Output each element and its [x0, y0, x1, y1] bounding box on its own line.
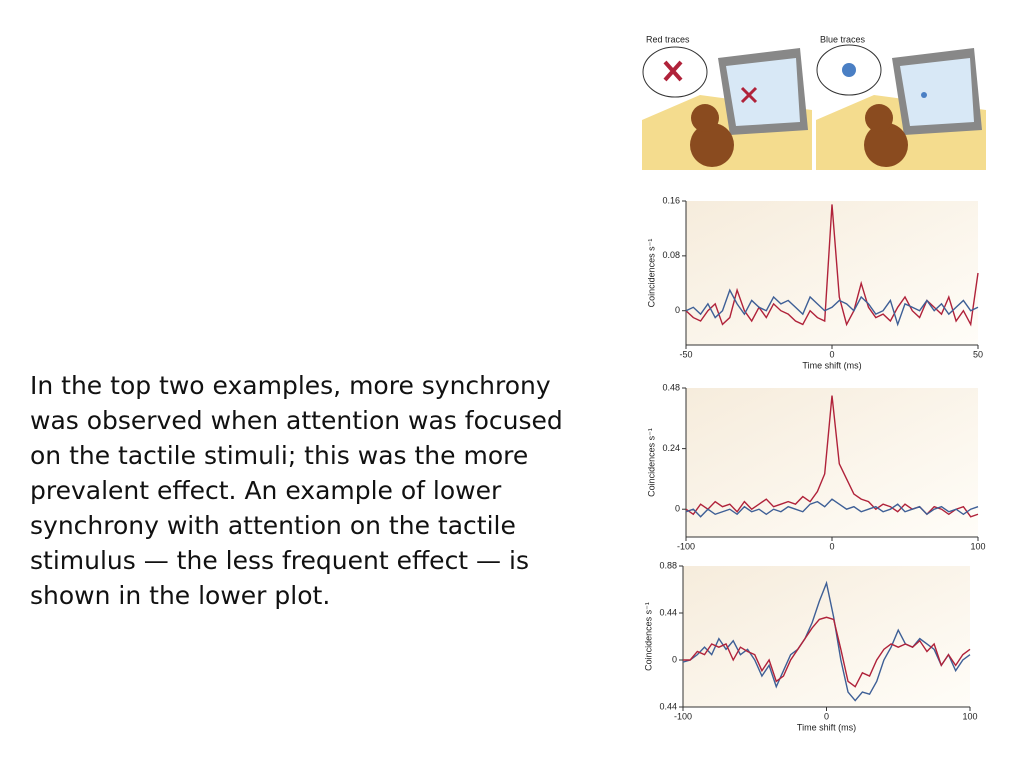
y-axis-label: Coincidences s⁻¹ [646, 428, 656, 497]
x-axis-label: Time shift (ms) [802, 360, 861, 370]
x-tick-label: 100 [962, 711, 977, 721]
series-line [685, 498, 979, 518]
x-tick-label: -50 [679, 349, 692, 359]
x-tick-label: 50 [973, 349, 983, 359]
plot-area [683, 566, 970, 707]
y-tick-label: 0.16 [662, 195, 680, 205]
series-line [685, 288, 979, 327]
y-tick-label: 0.08 [662, 250, 680, 260]
monkey [864, 123, 908, 167]
y-tick-label: 0.24 [662, 443, 680, 453]
y-tick-label: 0.44 [659, 607, 677, 617]
plot-area [686, 201, 978, 345]
monkey-head [865, 104, 893, 132]
dot-icon [921, 92, 927, 98]
x-tick-label: -100 [674, 711, 692, 721]
y-tick-label: 0.44 [659, 701, 677, 711]
x-tick-label: 0 [829, 349, 834, 359]
series-line [683, 616, 971, 688]
x-tick-label: -100 [677, 541, 695, 551]
y-axis-label: Coincidences s⁻¹ [643, 602, 653, 671]
cross-icon [663, 60, 683, 82]
x-tick-label: 0 [829, 541, 834, 551]
x-tick-label: 0 [824, 711, 829, 721]
illustration: Red traces Blue traces [642, 34, 986, 170]
plot-area [686, 388, 978, 537]
dot-icon [842, 63, 856, 77]
illustration-label: Blue traces [820, 34, 866, 44]
y-tick-label: 0.48 [662, 382, 680, 392]
screen [726, 58, 800, 126]
monkey [690, 123, 734, 167]
y-tick-label: 0 [675, 504, 680, 514]
y-tick-label: 0.88 [659, 560, 677, 570]
screen [900, 58, 974, 126]
series-line [682, 580, 971, 702]
body-text: In the top two examples, more synchrony … [30, 371, 563, 610]
x-tick-label: 100 [970, 541, 985, 551]
illustration-label: Red traces [646, 34, 690, 44]
monkey-head [691, 104, 719, 132]
cross-icon [740, 86, 758, 104]
x-axis-label: Time shift (ms) [797, 722, 856, 732]
y-tick-label: 0 [672, 654, 677, 664]
y-axis-label: Coincidences s⁻¹ [646, 239, 656, 308]
y-tick-label: 0 [675, 305, 680, 315]
